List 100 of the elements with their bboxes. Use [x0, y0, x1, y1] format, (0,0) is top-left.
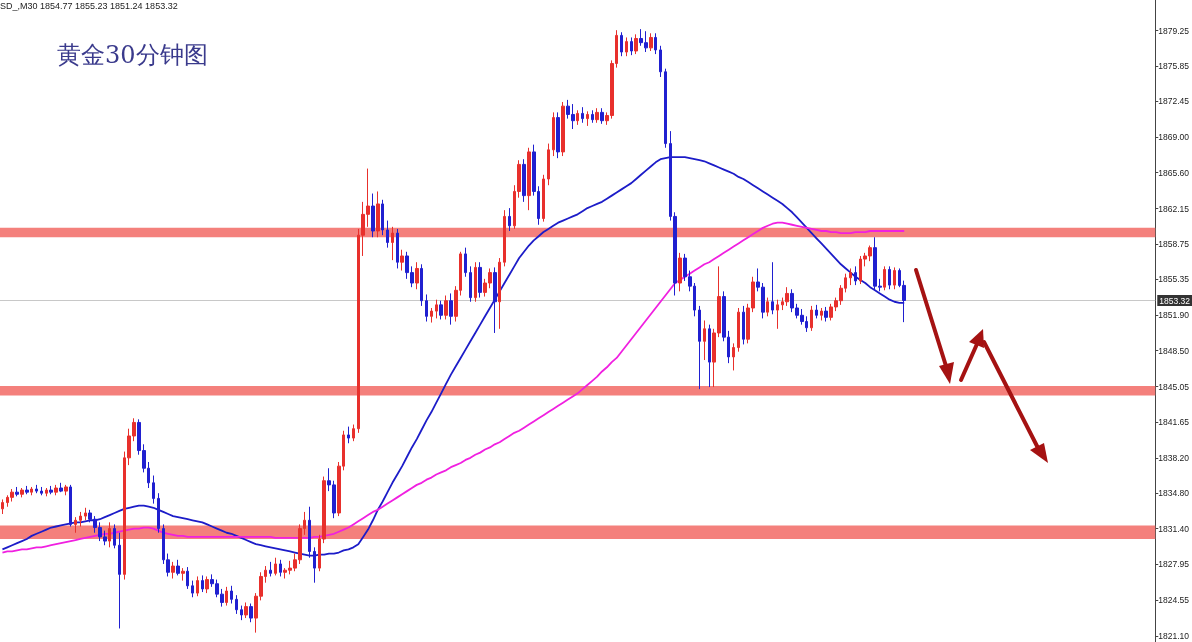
- candlestick: [737, 307, 740, 353]
- candlestick: [595, 107, 599, 124]
- y-tick-label: 1841.65: [1158, 416, 1190, 427]
- candlestick: [678, 252, 682, 292]
- candlestick: [625, 36, 628, 57]
- candlestick: [493, 266, 497, 334]
- candlestick: [400, 249, 404, 272]
- candlestick: [425, 293, 428, 323]
- candlestick: [556, 111, 560, 159]
- y-tick-label: 1862.15: [1158, 203, 1190, 214]
- candlestick: [113, 523, 116, 549]
- candlestick: [176, 559, 180, 576]
- y-tick-label: 1827.95: [1158, 559, 1190, 570]
- candlestick: [74, 516, 77, 534]
- candlestick: [69, 484, 72, 527]
- candlestick: [235, 594, 238, 615]
- candlestick: [20, 487, 24, 498]
- candlestick: [415, 261, 419, 290]
- candlestick: [854, 265, 857, 286]
- candlestick: [381, 199, 384, 236]
- candlestick: [396, 228, 399, 269]
- candlestick: [664, 68, 667, 149]
- candlestick: [240, 605, 243, 621]
- candlestick: [698, 305, 701, 390]
- y-tick-label: 1869.00: [1158, 132, 1190, 143]
- y-tick-label: 1834.80: [1158, 488, 1190, 499]
- candlestick: [469, 265, 472, 303]
- candlestick: [205, 575, 209, 594]
- candlestick: [279, 559, 282, 577]
- candlestick: [581, 106, 584, 124]
- candlestick: [742, 305, 745, 345]
- candlestick: [152, 475, 155, 505]
- candlestick: [464, 247, 467, 278]
- candlestick: [620, 31, 623, 57]
- candlestick: [244, 601, 248, 619]
- candlestick: [118, 532, 121, 629]
- candlestick: [10, 488, 14, 503]
- candlestick: [703, 319, 706, 361]
- candlestick: [883, 265, 886, 291]
- candlestick: [59, 482, 63, 493]
- candlestick: [64, 484, 68, 496]
- candlestick: [435, 299, 438, 319]
- y-tick-label: 1848.50: [1158, 345, 1190, 356]
- y-tick-label: 1831.40: [1158, 523, 1190, 534]
- candlestick: [547, 143, 550, 186]
- ref-line-label: 1853.32: [1159, 295, 1191, 306]
- text: 黄金30分钟图: [57, 41, 208, 69]
- candlestick: [30, 486, 33, 496]
- candlestick: [474, 261, 477, 303]
- candlestick: [503, 209, 506, 267]
- candlestick: [274, 557, 277, 576]
- y-tick-label: 1824.55: [1158, 594, 1190, 605]
- y-tick-label: 1851.90: [1158, 310, 1190, 321]
- candlestick: [201, 574, 204, 593]
- candlestick: [386, 220, 389, 249]
- line-series: [1, 221, 906, 554]
- candlestick: [54, 484, 58, 496]
- candlestick: [15, 486, 19, 497]
- candlestick: [352, 424, 355, 442]
- y-tick-label: 1845.05: [1158, 381, 1190, 392]
- candlestick: [230, 585, 233, 604]
- candlestick: [157, 492, 160, 534]
- candlestick: [371, 193, 375, 238]
- candlestick: [225, 586, 228, 607]
- candlestick: [708, 324, 711, 388]
- y-tick-label: 1821.10: [1158, 630, 1190, 641]
- candlestick: [108, 521, 111, 548]
- candlestick: [430, 307, 433, 324]
- candlestick: [732, 342, 735, 371]
- candlestick: [630, 36, 633, 56]
- candlestick: [600, 107, 604, 125]
- candlestick: [478, 261, 482, 299]
- y-tick-label: 1872.45: [1158, 96, 1190, 107]
- candlestick: [49, 485, 53, 495]
- candlestick: [527, 147, 531, 211]
- candlestick: [498, 257, 501, 330]
- y-tick-label: 1865.60: [1158, 167, 1190, 178]
- candlestick: [522, 158, 526, 203]
- candlestick: [391, 226, 394, 261]
- candlestick: [420, 263, 423, 307]
- candlestick: [376, 190, 380, 238]
- candlestick: [196, 575, 199, 597]
- candlestick: [171, 561, 175, 580]
- candlestick: [776, 299, 779, 330]
- candlestick: [771, 261, 774, 315]
- candlestick: [824, 306, 828, 323]
- candlestick: [40, 486, 43, 496]
- candlestick: [347, 426, 350, 444]
- candlestick: [181, 567, 185, 582]
- candlestick: [888, 265, 891, 290]
- candlestick: [591, 109, 594, 124]
- candlestick: [439, 300, 443, 320]
- candlestick: [766, 297, 769, 317]
- y-tick-label: 1858.75: [1158, 239, 1190, 249]
- y-tick-label: 1838.20: [1158, 452, 1190, 463]
- y-tick-label: 1875.85: [1158, 61, 1190, 72]
- candlestick: [586, 110, 589, 127]
- candlestick: [1, 498, 4, 515]
- candlestick: [79, 511, 82, 527]
- candlestick: [35, 484, 38, 494]
